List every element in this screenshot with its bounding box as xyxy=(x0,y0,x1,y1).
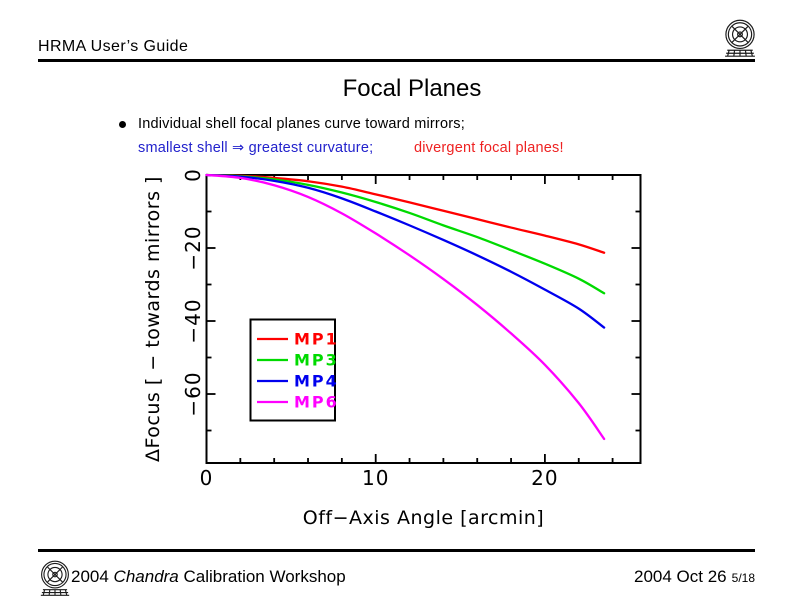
legend-label-MP4: MP4 xyxy=(294,372,339,391)
y-axis-label: ΔFocus [ − towards mirrors ] xyxy=(142,176,164,462)
series-MP6 xyxy=(205,173,606,441)
footer-page-number: 5/18 xyxy=(731,571,755,585)
y-tick-label: −60 xyxy=(181,371,205,416)
bullet-text-line1: Individual shell focal planes curve towa… xyxy=(138,116,465,132)
legend: MP1 MP3 MP4 MP6 xyxy=(249,318,339,422)
series-MP1 xyxy=(205,173,606,254)
footer-credit: 2004 Chandra Calibration Workshop xyxy=(71,568,346,586)
plot-frame xyxy=(205,174,642,464)
legend-box xyxy=(249,318,336,422)
bullet-text-line2-red: divergent focal planes! xyxy=(414,140,564,156)
page-title: Focal Planes xyxy=(342,75,482,102)
x-axis-label: Off−Axis Angle [arcmin] xyxy=(303,507,544,529)
x-tick-labels: 0 10 20 xyxy=(200,466,558,490)
footer-credit-chandra: Chandra xyxy=(113,567,179,586)
bullet-icon xyxy=(119,121,126,128)
y-tick-label: −40 xyxy=(181,298,205,343)
cxc-logo-footer-icon xyxy=(36,558,74,598)
series-MP4 xyxy=(205,173,606,329)
footer-credit-year: 2004 xyxy=(71,567,114,586)
header-rule xyxy=(38,59,755,62)
legend-label-MP6: MP6 xyxy=(294,393,339,412)
footer-credit-rest: Calibration Workshop xyxy=(178,567,346,586)
bullet-text-line2-blue: smallest shell ⇒ greatest curvature; xyxy=(138,140,374,156)
y-tick-labels: 0 −20 −40 −60 xyxy=(181,168,205,416)
x-tick-label: 0 xyxy=(200,466,214,490)
legend-label-MP3: MP3 xyxy=(294,351,339,370)
series-MP3 xyxy=(205,173,606,295)
y-tick-label: −20 xyxy=(181,225,205,270)
footer-rule xyxy=(38,549,755,552)
footer-date: 2004 Oct 26 xyxy=(634,567,727,586)
legend-label-MP1: MP1 xyxy=(294,330,339,349)
x-tick-label: 10 xyxy=(362,466,389,490)
y-tick-label: 0 xyxy=(181,168,205,182)
x-tick-label: 20 xyxy=(531,466,558,490)
header-title: HRMA User’s Guide xyxy=(38,38,189,55)
footer-date-page: 2004 Oct 26 5/18 xyxy=(634,568,755,587)
